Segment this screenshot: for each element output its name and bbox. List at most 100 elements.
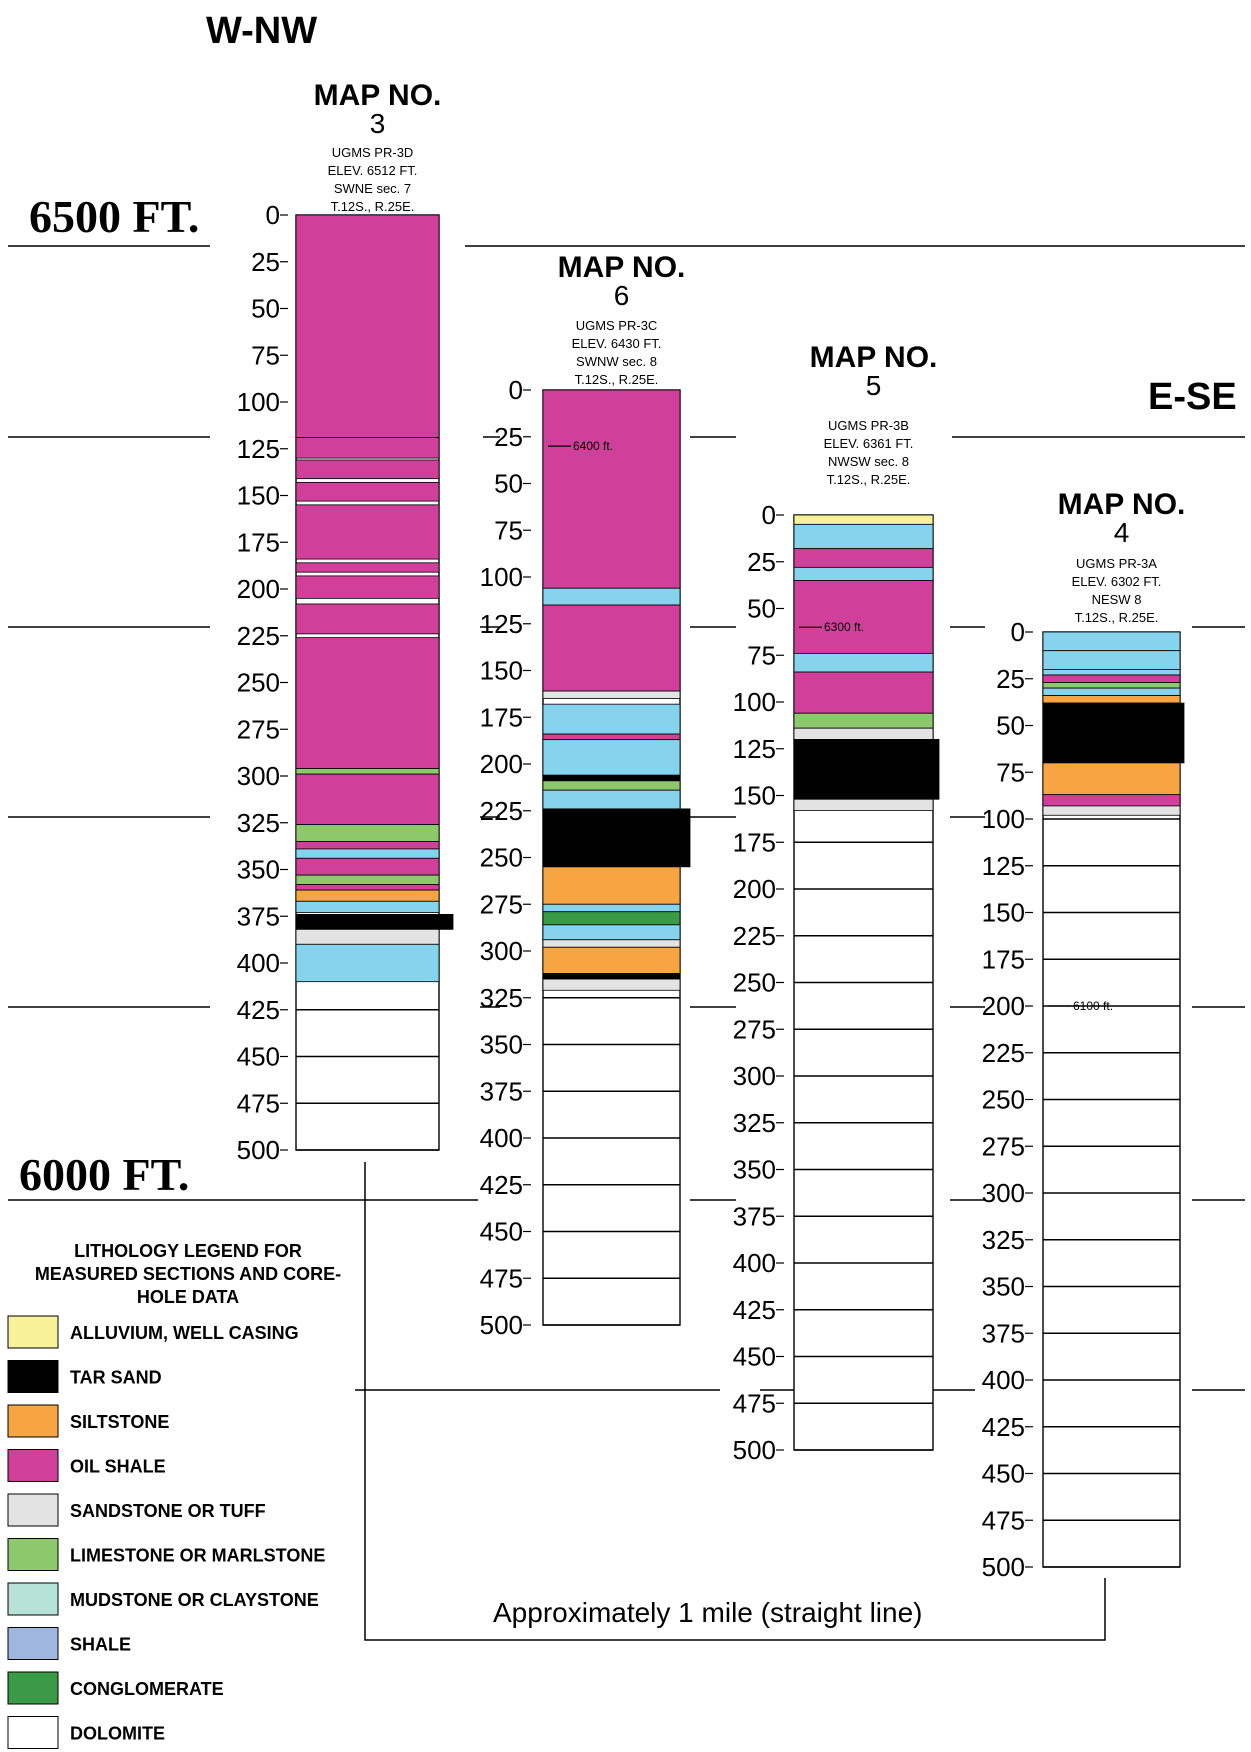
depth-label: 125 <box>733 734 776 764</box>
legend-label: SANDSTONE OR TUFF <box>70 1501 266 1521</box>
layer-tar-sand <box>1042 702 1185 764</box>
legend-label: MUDSTONE OR CLAYSTONE <box>70 1590 319 1610</box>
layer-core-blue <box>542 789 681 810</box>
layer-sandstone <box>295 928 440 945</box>
legend-item-siltstone: SILTSTONE <box>7 1404 169 1438</box>
layer-limestone <box>295 824 440 842</box>
legend-swatch <box>7 1315 59 1349</box>
layer-oil-shale <box>295 841 440 850</box>
layer-core-blue <box>542 924 681 941</box>
legend-title-line-3: HOLE DATA <box>137 1287 239 1307</box>
layer-oil-shale <box>793 671 934 714</box>
layer-oil-shale <box>295 773 440 826</box>
depth-label: 325 <box>733 1108 776 1138</box>
layer-oil-shale <box>295 575 440 599</box>
layer-tar-sand <box>295 913 454 930</box>
layer-siltstone <box>1042 695 1181 704</box>
depth-label: 50 <box>251 294 280 324</box>
distance-bracket-line <box>364 1162 1106 1641</box>
depth-label: 150 <box>480 656 523 686</box>
depth-label: 125 <box>237 434 280 464</box>
depth-label: 300 <box>733 1061 776 1091</box>
layer-oil-shale <box>295 603 440 635</box>
layer-oil-shale <box>542 604 681 692</box>
depth-label: 200 <box>733 874 776 904</box>
depth-label: 300 <box>982 1178 1025 1208</box>
depth-label: 425 <box>982 1412 1025 1442</box>
core-info-line: T.12S., R.25E. <box>1075 610 1159 625</box>
layer-limestone <box>1042 682 1181 689</box>
depth-label: 50 <box>747 594 776 624</box>
legend-swatch <box>7 1404 59 1438</box>
elevation-label-6500: 6500 FT. <box>29 191 199 242</box>
layer-oil-shale <box>295 562 440 573</box>
layer-core-blue <box>1042 631 1181 652</box>
layer-sandstone <box>542 939 681 948</box>
map-label: MAP NO. <box>558 251 686 284</box>
map-label: MAP NO. <box>1058 488 1186 521</box>
layer-oil-shale <box>1042 794 1181 807</box>
core-info-line: SWNE sec. 7 <box>334 181 411 196</box>
layer-sandstone <box>793 727 934 740</box>
legend-label: DOLOMITE <box>70 1724 165 1744</box>
depth-label: 225 <box>480 796 523 826</box>
depth-label: 100 <box>480 562 523 592</box>
core-info-line: SWNW sec. 8 <box>576 354 657 369</box>
depth-label: 375 <box>480 1076 523 1106</box>
layer-sandstone <box>542 978 681 991</box>
depth-label: 150 <box>237 481 280 511</box>
depth-label: 250 <box>982 1085 1025 1115</box>
layer-core-blue <box>793 523 934 550</box>
layer-core-blue <box>793 652 934 673</box>
core-info-line: ELEV. 6430 FT. <box>572 336 662 351</box>
map-number: 4 <box>1114 517 1130 548</box>
distance-bracket: Approximately 1 mile (straight line) <box>364 1162 1106 1641</box>
depth-label: 150 <box>982 898 1025 928</box>
depth-label: 75 <box>494 515 523 545</box>
legend-item-mudstone: MUDSTONE OR CLAYSTONE <box>7 1582 319 1616</box>
core-info-line: T.12S., R.25E. <box>575 372 659 387</box>
depth-label: 0 <box>1011 617 1025 647</box>
depth-label: 225 <box>982 1038 1025 1068</box>
layer-core-blue <box>295 943 440 983</box>
core-info-line: T.12S., R.25E. <box>331 199 415 214</box>
depth-label: 500 <box>237 1135 280 1165</box>
distance-note: Approximately 1 mile (straight line) <box>493 1597 923 1628</box>
map-number: 5 <box>866 370 882 401</box>
direction-right-label: E-SE <box>1148 376 1237 418</box>
depth-label: 300 <box>480 936 523 966</box>
core-info-line: ELEV. 6361 FT. <box>824 436 914 451</box>
layer-alluvium <box>793 514 934 525</box>
depth-label: 250 <box>733 968 776 998</box>
depth-label: 175 <box>733 827 776 857</box>
core-column-map-5: MAP NO.5 UGMS PR-3B ELEV. 6361 FT. NWSW sec… <box>733 341 940 1465</box>
depth-label: 475 <box>480 1263 523 1293</box>
layer-core-blue <box>295 900 440 913</box>
legend-swatch <box>7 1627 59 1660</box>
layer-tar-sand <box>542 973 681 980</box>
legend-label: TAR SAND <box>70 1368 162 1388</box>
legend-item-limestone: LIMESTONE OR MARLSTONE <box>7 1538 325 1571</box>
depth-label: 75 <box>996 757 1025 787</box>
depth-label: 350 <box>480 1030 523 1060</box>
layer-core-blue <box>542 587 681 606</box>
legend-swatch <box>7 1538 59 1571</box>
layer-oil-shale <box>793 580 934 654</box>
layer-conglomerate <box>542 911 681 926</box>
depth-label: 475 <box>237 1088 280 1118</box>
layer-oil-shale <box>295 857 440 876</box>
core-info-line: UGMS PR-3A <box>1076 556 1157 571</box>
depth-label: 325 <box>480 983 523 1013</box>
layer-limestone <box>542 780 681 791</box>
depth-label: 175 <box>480 702 523 732</box>
depth-label: 475 <box>982 1505 1025 1535</box>
layer-siltstone <box>1042 762 1181 796</box>
depth-label: 75 <box>747 640 776 670</box>
legend-item-shale: SHALE <box>7 1627 131 1660</box>
legend-swatch <box>7 1582 59 1616</box>
elevation-marker-label: 6100 ft. <box>1073 999 1113 1013</box>
layer-core-blue <box>295 848 440 859</box>
core-info-line: NWSW sec. 8 <box>828 454 909 469</box>
legend-label: ALLUVIUM, WELL CASING <box>70 1323 299 1343</box>
